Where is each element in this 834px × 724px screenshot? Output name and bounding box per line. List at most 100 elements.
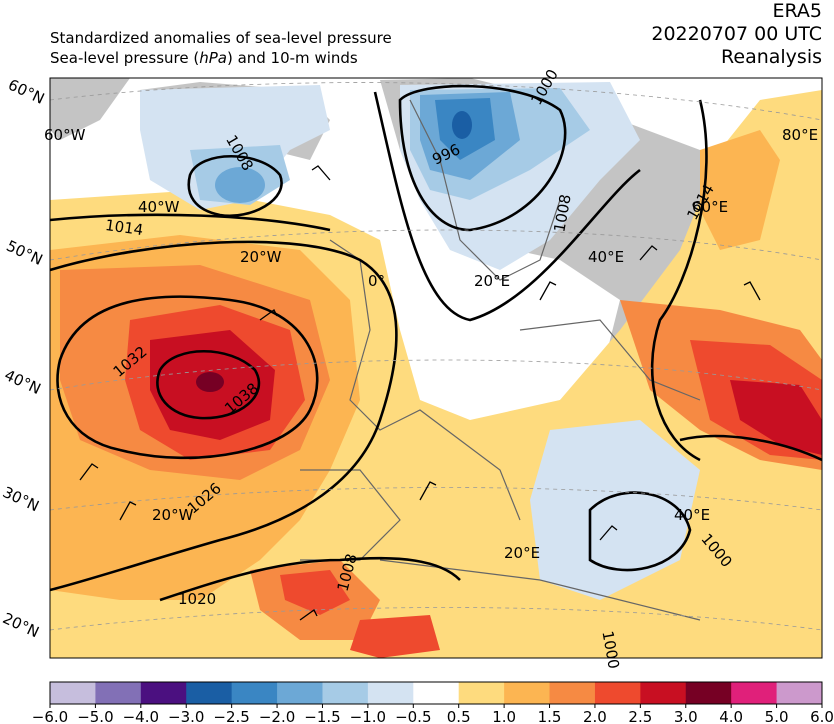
isobar-1000	[373, 91, 641, 322]
colorbar-swatch	[413, 682, 460, 704]
colorbar-swatch	[549, 682, 596, 704]
colorbar-swatch	[231, 682, 278, 704]
colorbar-swatch	[504, 682, 551, 704]
lon-label: 20°E	[504, 544, 540, 562]
africa-anomaly-2.0	[280, 570, 350, 615]
lon-label: 20°W	[240, 248, 282, 266]
wind-barb	[299, 609, 318, 621]
greenland-anomaly-minus2.0	[215, 167, 265, 203]
valid-time: 20220707 00 UTC	[651, 23, 822, 45]
wind-barb	[419, 481, 437, 501]
colorbar-tick-label: 2.5	[628, 708, 652, 724]
colorbar-tick-label: 5.0	[765, 708, 789, 724]
coastline-scandinavia	[409, 99, 561, 281]
isobar-1026	[50, 240, 398, 592]
scandinavia-anomaly-minus3.0	[452, 111, 472, 139]
colorbar-tick-label: −2.5	[213, 708, 249, 724]
grid-50N	[50, 229, 822, 261]
longitude-labels: 60°W 40°W 20°W 0° 20°E 40°E 60°E 80°E 20…	[44, 126, 818, 562]
north-america-land	[50, 78, 130, 140]
wind-barb	[599, 525, 618, 541]
lon-label: 0°	[368, 272, 385, 290]
isobar-1008-greenland	[187, 155, 283, 218]
colorbar-swatch	[50, 682, 96, 704]
colorbar-swatch	[776, 682, 823, 704]
map-subtitle: Standardized anomalies of sea-level pres…	[50, 28, 392, 68]
lon-label: 80°E	[782, 126, 818, 144]
lon-label: 20°W	[152, 506, 194, 524]
colorbar-tick-label: 3.0	[674, 708, 698, 724]
wind-barb	[311, 165, 331, 181]
wind-barb	[539, 281, 557, 301]
graticule	[50, 82, 822, 631]
colorbar-tick-label: 4.0	[719, 708, 743, 724]
east-anomaly-2.5	[730, 380, 822, 455]
isobars	[50, 84, 822, 602]
colorbar-swatch	[640, 682, 687, 704]
colorbar-swatch	[95, 682, 142, 704]
wind-barbs	[79, 165, 761, 621]
colorbar-tick-label: −4.0	[123, 708, 159, 724]
lon-label: 60°E	[692, 198, 728, 216]
lat-label-30N: 30°N	[0, 483, 42, 515]
wind-barb	[79, 463, 99, 481]
isobar-1008-east	[679, 434, 822, 462]
lon-label: 40°W	[138, 198, 180, 216]
grid-30N	[50, 487, 822, 511]
lon-label: 40°E	[588, 248, 624, 266]
subtitle-line-2: Sea-level pressure (hPa) and 10-m winds	[50, 49, 358, 67]
isobar-1014-east	[650, 99, 708, 462]
coastline-west-europe	[329, 239, 521, 521]
colorbar-swatch	[186, 682, 233, 704]
colorbar-swatch	[594, 682, 641, 704]
lon-label: 40°E	[674, 506, 710, 524]
colorbar-swatch	[731, 682, 778, 704]
isobar-1014-west	[50, 213, 331, 232]
colorbar-tick-label: 1.5	[538, 708, 562, 724]
colorbar-swatch	[685, 682, 732, 704]
map-info: ERA5 20220707 00 UTC Reanalysis	[651, 0, 822, 69]
colorbar-tick-label: 1.0	[492, 708, 516, 724]
colorbar-swatch	[140, 682, 187, 704]
colorbar-swatch	[458, 682, 505, 704]
isobar-1038	[156, 350, 261, 420]
wind-barb	[743, 281, 761, 301]
colorbar-swatch	[367, 682, 414, 704]
colorbar-tick-label: −0.5	[395, 708, 431, 724]
subtitle-line-1: Standardized anomalies of sea-level pres…	[50, 29, 392, 47]
grid-60N	[50, 82, 822, 121]
coastline-east-europe	[519, 319, 701, 401]
colorbar-tick-label: −3.0	[168, 708, 204, 724]
map-frame	[49, 77, 823, 659]
lon-label: 60°W	[44, 126, 86, 144]
africa-anomaly-2.0b	[350, 615, 440, 658]
wind-barb	[119, 501, 137, 521]
colorbar-tick-label: −1.5	[304, 708, 340, 724]
anomaly-fill-3.0	[196, 372, 224, 392]
lat-label-40N: 40°N	[2, 366, 44, 398]
isobar-label: 1020	[178, 590, 216, 608]
colorbar-tick-label: 6.0	[810, 708, 834, 724]
isobar-1020	[159, 556, 461, 602]
isobar-1000-med	[588, 491, 692, 572]
grid-20N	[50, 607, 822, 631]
colorbar-border	[49, 681, 823, 705]
east-anomaly-1.0	[700, 130, 780, 250]
isobar-1032	[56, 295, 319, 460]
lat-label-50N: 50°N	[4, 237, 46, 269]
colorbar-tick-label: −2.0	[259, 708, 295, 724]
lat-label-60N: 60°N	[5, 76, 47, 108]
lon-label: 20°E	[474, 272, 510, 290]
colorbar-tick-label: −6.0	[32, 708, 68, 724]
grid-40N	[50, 359, 822, 391]
colorbar-tick-label: 2.0	[583, 708, 607, 724]
colorbar: −6.0 −5.0 −4.0 −3.0 −2.5 −2.0 −1.5 −1.0 −0.5 0.5 1…	[32, 681, 834, 724]
lat-label-20N: 20°N	[0, 609, 42, 641]
colorbar-swatch	[322, 682, 369, 704]
colorbar-swatch	[277, 682, 323, 704]
isobar-label: 1014	[104, 216, 144, 239]
colorbar-tick-label: 0.5	[447, 708, 471, 724]
map-area	[50, 78, 822, 658]
dataset-name: ERA5	[772, 0, 822, 22]
